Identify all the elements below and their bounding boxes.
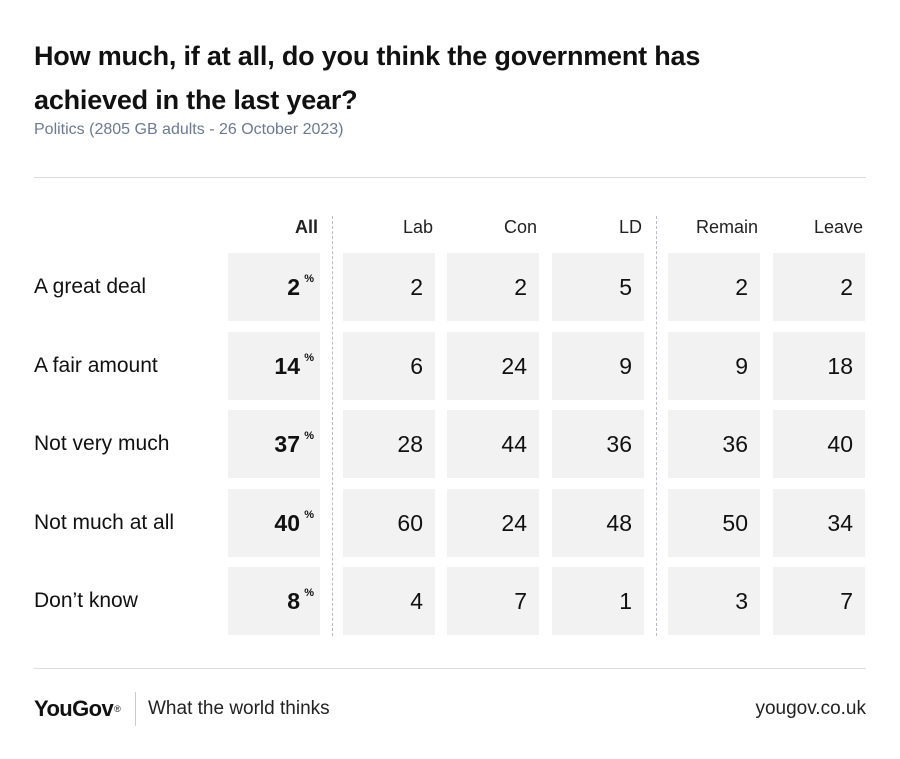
value-cell: 2: [773, 253, 865, 321]
cell-value: 2: [514, 274, 527, 300]
all-value-cell: 40%: [228, 489, 320, 557]
cell-value: 36: [722, 431, 748, 457]
cell-value: 2: [840, 274, 853, 300]
yougov-logo[interactable]: YouGov®: [34, 693, 121, 725]
value-cell: 36: [668, 410, 760, 478]
cell-value: 28: [397, 431, 423, 457]
column-header-all: All: [294, 217, 318, 237]
value-cell: 5: [552, 253, 644, 321]
cell-value: 48: [606, 510, 632, 536]
row-label: A fair amount: [34, 354, 158, 377]
all-value-cell: 37%: [228, 410, 320, 478]
value-cell: 2: [343, 253, 435, 321]
cell-value: 4: [410, 588, 423, 614]
cell-value: 44: [501, 431, 527, 457]
chart-title: How much, if at all, do you think the go…: [34, 41, 701, 115]
footer-tagline: What the world thinks: [148, 698, 330, 719]
column-header-ld: LD: [618, 217, 642, 237]
registered-mark: ®: [114, 704, 121, 714]
value-cell: 7: [447, 567, 539, 635]
cell-value: 8: [287, 588, 300, 614]
cell-value: 6: [410, 353, 423, 379]
value-cell: 24: [447, 332, 539, 400]
value-cell: 24: [447, 489, 539, 557]
cell-value: 9: [735, 353, 748, 379]
cell-value: 7: [840, 588, 853, 614]
percent-sign: %: [304, 509, 314, 521]
value-cell: 4: [343, 567, 435, 635]
column-header-lab: Lab: [402, 217, 433, 237]
cell-value: 14: [274, 353, 300, 379]
cell-value: 7: [514, 588, 527, 614]
cell-value: 37: [274, 431, 300, 457]
value-cell: 40: [773, 410, 865, 478]
bottom-divider: [34, 668, 866, 669]
cell-value: 9: [619, 353, 632, 379]
cell-value: 1: [619, 588, 632, 614]
footer-url-link[interactable]: yougov.co.uk: [755, 698, 866, 719]
logo-text: YouGov: [34, 696, 114, 721]
cell-value: 34: [827, 510, 853, 536]
percent-sign: %: [304, 587, 314, 599]
all-value-cell: 14%: [228, 332, 320, 400]
value-cell: 2: [668, 253, 760, 321]
value-cell: 36: [552, 410, 644, 478]
value-cell: 48: [552, 489, 644, 557]
cell-value: 40: [827, 431, 853, 457]
group-divider: [656, 216, 657, 636]
value-cell: 34: [773, 489, 865, 557]
top-divider: [34, 177, 866, 178]
row-label: Don’t know: [34, 589, 138, 612]
column-header-remain: Remain: [695, 217, 758, 237]
column-header-leave: Leave: [813, 217, 863, 237]
all-value-cell: 2%: [228, 253, 320, 321]
cell-value: 3: [735, 588, 748, 614]
value-cell: 6: [343, 332, 435, 400]
value-cell: 28: [343, 410, 435, 478]
percent-sign: %: [304, 273, 314, 285]
value-cell: 60: [343, 489, 435, 557]
cell-value: 40: [274, 510, 300, 536]
all-value-cell: 8%: [228, 567, 320, 635]
percent-sign: %: [304, 430, 314, 442]
value-cell: 1: [552, 567, 644, 635]
cell-value: 2: [410, 274, 423, 300]
all-column-divider: [332, 216, 333, 636]
row-label: Not very much: [34, 432, 170, 455]
cell-value: 24: [501, 510, 527, 536]
cell-value: 24: [501, 353, 527, 379]
value-cell: 9: [668, 332, 760, 400]
column-header-con: Con: [503, 217, 537, 237]
cell-value: 36: [606, 431, 632, 457]
cell-value: 18: [827, 353, 853, 379]
cell-value: 50: [722, 510, 748, 536]
footer-separator: [135, 692, 136, 726]
row-label: A great deal: [34, 275, 147, 298]
value-cell: 44: [447, 410, 539, 478]
row-label: Not much at all: [34, 511, 175, 534]
value-cell: 18: [773, 332, 865, 400]
value-cell: 3: [668, 567, 760, 635]
cell-value: 5: [619, 274, 632, 300]
value-cell: 2: [447, 253, 539, 321]
cell-value: 2: [735, 274, 748, 300]
chart-subtitle: Politics (2805 GB adults - 26 October 20…: [34, 121, 344, 138]
value-cell: 50: [668, 489, 760, 557]
value-cell: 7: [773, 567, 865, 635]
percent-sign: %: [304, 352, 314, 364]
cell-value: 60: [397, 510, 423, 536]
value-cell: 9: [552, 332, 644, 400]
cell-value: 2: [287, 274, 300, 300]
